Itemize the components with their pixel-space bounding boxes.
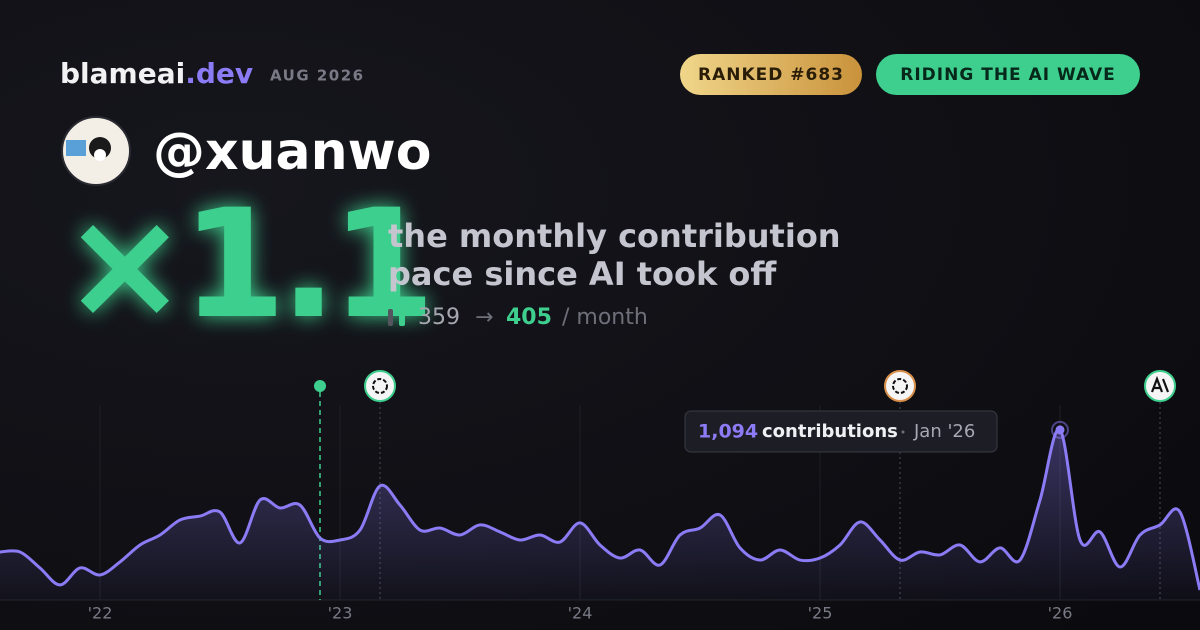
tooltip [684, 410, 998, 453]
event-icon-glyph [1150, 375, 1170, 393]
tooltip-value: 1,094 [698, 421, 758, 443]
stat-icon [399, 309, 405, 326]
tooltip-unit: contributions [762, 421, 898, 442]
brand-name: blameai [60, 57, 185, 90]
line [0, 428, 1200, 591]
peak-halo [1051, 420, 1069, 439]
multiplier: ×1.1 [62, 178, 429, 352]
avatar-art [94, 149, 106, 161]
arrow: → [475, 305, 493, 330]
event-icon-glyph [372, 378, 388, 394]
event-icon-glyph [892, 378, 908, 394]
peak-dot [1055, 425, 1065, 435]
description: pace since AI took off [388, 255, 777, 293]
wave-badge-text: RIDING THE AI WAVE [900, 65, 1115, 85]
event-icon [884, 370, 916, 402]
x-tick-label: '22 [88, 604, 113, 623]
tooltip-sep [901, 430, 905, 434]
unit: / month [562, 305, 648, 330]
x-tick-label: '26 [1048, 604, 1073, 623]
stat-icon [388, 309, 393, 326]
event-dot [314, 380, 326, 392]
event-icon [364, 370, 396, 402]
wave-badge [876, 54, 1140, 95]
x-tick-label: '23 [328, 604, 353, 623]
area [0, 429, 1200, 600]
brand-suffix: .dev [185, 57, 253, 90]
description: the monthly contribution [388, 217, 841, 255]
before: 359 [418, 305, 460, 330]
tooltip-date: Jan '26 [913, 421, 975, 442]
brand: blameai.dev [60, 57, 253, 90]
date: AUG 2026 [270, 67, 365, 85]
x-tick-label: '24 [568, 604, 593, 623]
chart: '22 '23 '24 '25 '26 1,094 contributions Jan '26 [0, 370, 1200, 623]
rank-badge-text: RANKED #683 [698, 65, 844, 85]
handle: @xuanwo [153, 122, 431, 182]
after: 405 [506, 305, 552, 330]
avatar-art [66, 140, 86, 156]
x-tick-label: '25 [808, 604, 833, 623]
rank-badge [680, 54, 862, 95]
